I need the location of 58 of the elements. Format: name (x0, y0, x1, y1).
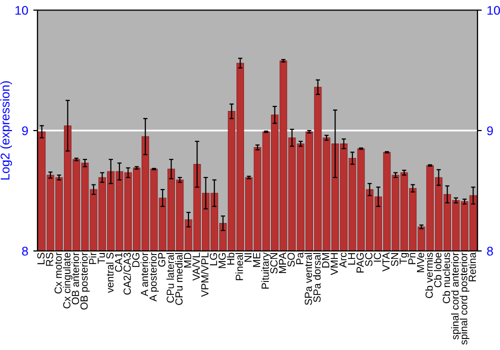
y-tick-label: 10 (16, 6, 28, 15)
x-tick-label: Cb vermis (425, 252, 433, 298)
x-tick-label: CA1 (114, 252, 122, 272)
x-tick-label: Retina (468, 252, 476, 282)
x-tick-label: SPa ventral (304, 253, 312, 305)
y2-tick-label: 9 (487, 126, 493, 136)
x-tick-label: DG (132, 253, 140, 267)
x-tick-label: Pituitary (261, 252, 271, 289)
x-tick-label: MVe (417, 252, 424, 272)
x-tick-label: CPu lateral (166, 253, 174, 303)
x-tick-label: ventral S (106, 252, 114, 293)
x-tick-label: Hb (226, 252, 234, 265)
x-tick-label: LS (37, 252, 45, 264)
x-tick-label: Arc (339, 252, 347, 268)
x-tick-label: DM (322, 253, 330, 268)
x-tick-label: SC (365, 252, 372, 266)
x-tick-label: A anterior (140, 252, 148, 296)
y2-tick-label: 10 (487, 6, 500, 15)
x-tick-label: Tu (98, 253, 105, 264)
x-tick-label: MG (218, 253, 226, 268)
x-tick-label: NI (244, 253, 252, 262)
x-tick-label: RS (46, 252, 54, 266)
y-axis-title: Log2 (expression) (0, 81, 12, 180)
y2-tick-label: 8 (487, 246, 493, 256)
x-tick-label: spinal cord anterior (451, 252, 461, 340)
y-tick-label: 8 (22, 246, 28, 256)
x-tick-label: PAG (356, 253, 364, 272)
x-tick-label: Pa (296, 252, 304, 264)
x-tick-label: SN (391, 253, 398, 266)
x-tick-label: Pn (408, 253, 416, 264)
x-tick-label: ME (253, 252, 260, 267)
y-tick-label: 9 (22, 126, 28, 136)
x-tick-label: Tg (400, 253, 409, 264)
x-tick-label: CPu medial (175, 253, 183, 305)
x-tick-label: Cx cingulate (62, 252, 72, 308)
x-tick-label: SCN (270, 253, 278, 274)
x-tick-label: VPM/VPL (200, 252, 208, 297)
x-tick-label: MPA (278, 252, 286, 274)
x-tick-label: OB anterior (72, 252, 80, 304)
x-tick-label: LH (348, 253, 356, 265)
x-tick-label: LG (210, 253, 218, 266)
x-tick-label: Cx motor (54, 252, 62, 294)
x-tick-label: Cb nucleus (442, 252, 450, 304)
x-tick-label: MD (184, 252, 192, 268)
x-tick-label: Pineal (235, 253, 244, 280)
x-tick-label: spinal cord posterior (460, 252, 470, 345)
x-tick-label: Cb lobe (434, 252, 442, 288)
x-tick-label: OB posterior (80, 252, 90, 310)
x-tick-label: VA/VL (192, 252, 200, 281)
x-tick-label: Pir (88, 252, 96, 264)
x-tick-label: VTA (382, 252, 390, 272)
x-tick-label: GP (158, 252, 166, 267)
x-tick-label: CA2/CA3 (123, 252, 131, 295)
x-tick-label: VMH (330, 253, 338, 276)
x-tick-label: SPa dorsal (313, 253, 321, 302)
x-tick-label: A posterior (149, 252, 159, 302)
x-tick-label: SO (287, 252, 295, 267)
x-tick-label: IC (374, 252, 382, 262)
